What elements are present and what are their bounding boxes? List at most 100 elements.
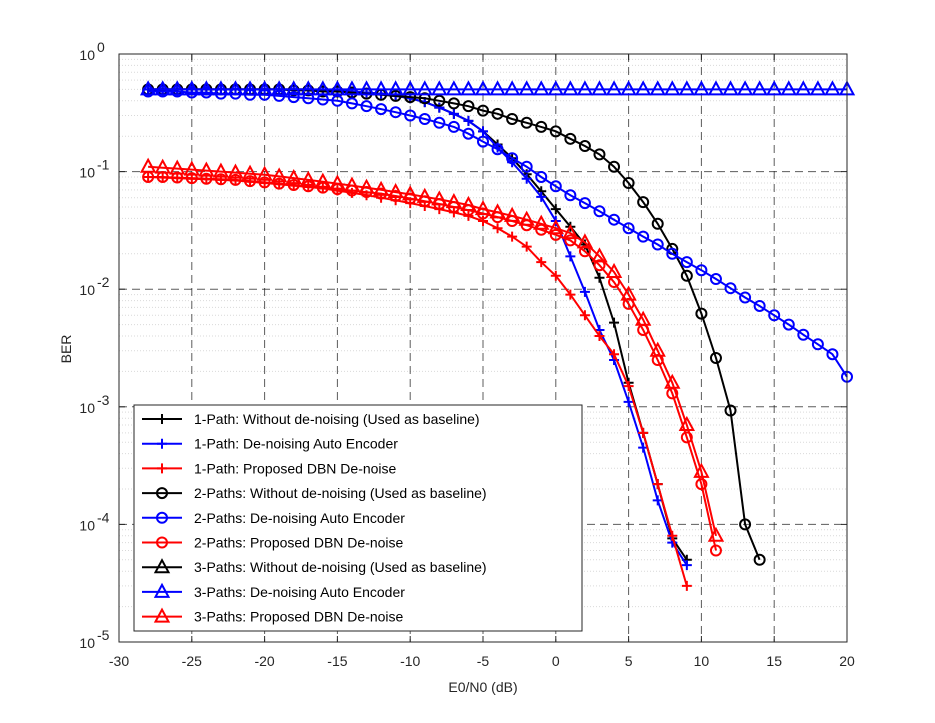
data-point [345,97,358,110]
data-point [157,414,167,424]
data-point [578,245,591,258]
data-point [169,80,186,96]
data-point [227,80,244,96]
data-point [329,174,346,190]
data-point [139,157,157,173]
legend-label: 3-Paths: De-noising Auto Encoder [194,584,405,600]
data-point [183,80,200,96]
data-point [736,80,754,96]
data-point [707,526,725,542]
data-point [387,80,404,96]
data-point [565,289,576,300]
data-point [637,230,650,243]
data-point [518,210,535,226]
data-point [171,171,184,184]
data-point [797,328,810,341]
data-point [681,580,692,591]
data-point [549,125,562,138]
data-point [154,158,171,174]
legend-entry: 2-Paths: De-noising Auto Encoder [142,510,405,526]
data-point [652,479,663,490]
data-point [608,160,621,173]
y-tick-exponent: -2 [97,274,110,290]
data-point [753,299,766,312]
data-point [387,182,404,199]
data-point [707,80,725,96]
data-point [477,135,489,148]
data-point [724,282,737,295]
data-point [680,256,693,269]
data-point [651,217,664,230]
legend-entry: 3-Paths: De-noising Auto Encoder [142,582,405,600]
x-tick-label: -15 [327,653,347,669]
y-tick-exponent: -3 [97,392,110,408]
data-point [285,169,302,185]
data-point [680,269,693,282]
data-point [343,80,361,96]
y-tick-exponent: -1 [97,157,110,173]
data-point [273,177,286,190]
data-point [594,330,605,341]
data-point [766,80,783,96]
data-point [709,351,722,364]
data-point [739,291,752,304]
data-point [664,80,681,96]
data-point [623,381,634,392]
data-point [709,544,722,557]
data-point [506,152,519,165]
series-layer [139,80,856,591]
data-point [153,582,171,598]
data-point [460,195,477,211]
data-point [448,108,459,119]
legend-label: 3-Paths: Without de-noising (Used as bas… [194,559,487,575]
data-point [256,80,273,96]
data-point [463,115,474,126]
data-point [809,80,827,96]
data-point [372,180,390,196]
data-point [693,80,710,96]
data-point [695,264,708,277]
data-point [462,100,475,113]
data-point [492,223,503,234]
data-point [724,404,737,417]
data-point [782,318,795,331]
data-point [434,102,445,113]
data-point [489,203,506,219]
legend: 1-Path: Without de-noising (Used as base… [133,404,583,632]
data-point [605,262,623,279]
series-8 [139,80,856,96]
data-point [549,228,562,241]
data-point [811,338,824,351]
data-point [244,175,257,188]
data-point [360,100,373,113]
data-point [358,80,375,96]
legend-label: 1-Path: De-noising Auto Encoder [194,436,398,452]
data-point [565,251,576,262]
data-point [637,196,650,209]
x-axis-label: E0/N0 (dB) [448,679,517,695]
data-point [609,317,620,328]
data-point [183,160,200,176]
y-tick-label: 10 [79,47,95,63]
data-point [200,172,213,185]
data-point [521,241,532,252]
y-tick-label: 10 [79,635,95,651]
x-tick-label: 15 [766,653,782,669]
data-point [375,103,388,116]
data-point [622,222,635,235]
legend-entry: 1-Path: De-noising Auto Encoder [142,436,398,452]
data-point [331,94,344,107]
data-point [536,191,547,202]
data-point [579,310,590,321]
data-point [634,80,652,96]
data-point [474,199,492,216]
data-point [302,92,315,105]
data-point [664,373,681,389]
data-point [214,173,227,186]
data-point [212,162,230,178]
data-point [594,272,605,283]
legend-label: 2-Paths: Without de-noising (Used as bas… [194,485,487,501]
data-point [153,607,171,623]
data-point [287,91,300,104]
